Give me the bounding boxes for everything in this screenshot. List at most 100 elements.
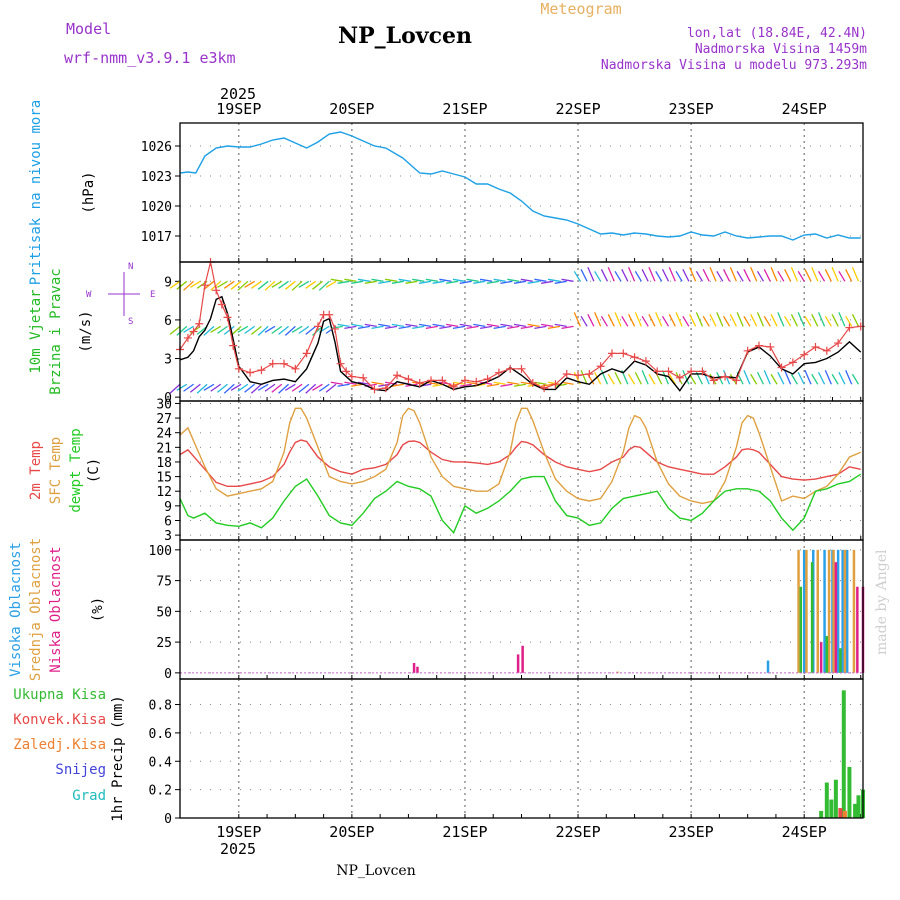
- wind-marker: [596, 362, 605, 371]
- wind-marker: [415, 378, 424, 387]
- wind-barb: [838, 371, 846, 385]
- wind-barb: [729, 314, 737, 327]
- wind-marker: [483, 375, 492, 384]
- bottom-day-label: 23SEP: [669, 823, 714, 841]
- wind-barb: [251, 325, 262, 335]
- wind-barb: [628, 373, 636, 385]
- wind-barb: [364, 323, 377, 327]
- panel-frame: [179, 678, 864, 819]
- wind-barb: [391, 323, 405, 327]
- wind-barb: [561, 325, 574, 329]
- wind-barb: [330, 278, 343, 282]
- wind-marker: [257, 366, 266, 375]
- wind-barb: [689, 267, 697, 282]
- wind-barb: [682, 316, 690, 327]
- wind-barb: [750, 373, 758, 385]
- wind-barb: [743, 316, 751, 327]
- wind-barb: [493, 325, 506, 329]
- wind-barb: [824, 269, 832, 282]
- wind-barb: [541, 280, 554, 284]
- wind-barb: [486, 323, 499, 327]
- wind-barb: [244, 325, 256, 334]
- wind-barb: [169, 280, 181, 289]
- wind-barb: [594, 270, 602, 282]
- wind-barb: [648, 314, 656, 327]
- y-axis-label: 1hr Precip (mm): [110, 695, 126, 821]
- bottom-day-label: 20SEP: [329, 823, 374, 841]
- y-tick-label: 0.2: [149, 784, 172, 799]
- wind-barb: [371, 278, 384, 282]
- wind-barb: [797, 371, 805, 385]
- wind-marker: [721, 372, 730, 381]
- wind-barb: [702, 316, 710, 327]
- bar: [827, 549, 831, 673]
- wind-barb: [244, 280, 255, 288]
- wind-barb: [534, 325, 547, 329]
- wind-barb: [534, 278, 547, 282]
- top-day-label: 22SEP: [555, 100, 600, 118]
- wind-barb: [723, 316, 731, 327]
- wind-marker: [743, 346, 752, 355]
- wind-barb: [682, 269, 690, 282]
- wind-barb: [330, 381, 343, 385]
- wind-barb: [169, 383, 181, 394]
- wind-barb: [493, 278, 506, 282]
- wind-barb: [312, 325, 323, 336]
- bar: [810, 562, 814, 673]
- y-axis-unit: (C): [86, 458, 102, 483]
- bar: [516, 654, 520, 673]
- wind-barb: [176, 325, 188, 336]
- wind-barb: [452, 278, 466, 282]
- y-tick-label: 12: [156, 485, 172, 500]
- wind-barb: [661, 269, 670, 282]
- wind-barb: [750, 314, 758, 327]
- wind-barb: [230, 383, 242, 391]
- y-tick-label: 25: [156, 636, 172, 651]
- wind-barb: [520, 381, 533, 385]
- wind-barb: [176, 280, 188, 290]
- compass-e: E: [150, 290, 155, 300]
- y-axis-label: 2m Temp: [28, 441, 44, 500]
- footer-station: NP_Lovcen: [336, 863, 415, 879]
- bar: [829, 799, 834, 818]
- wind-barb: [432, 280, 445, 284]
- y-tick-label: 0.4: [149, 755, 173, 770]
- panel-frame: [179, 400, 864, 541]
- wind-barb: [573, 270, 581, 282]
- wind-barb: [183, 325, 194, 333]
- wind-marker: [460, 376, 469, 385]
- wind-barb: [851, 267, 860, 282]
- wind-barb: [634, 312, 642, 327]
- wind-barb: [250, 383, 262, 394]
- wind-marker: [788, 358, 797, 367]
- wind-barb: [756, 371, 765, 385]
- wind-barb: [344, 278, 357, 282]
- y-axis-label: Pritisak na nivou mora: [28, 100, 44, 285]
- wind-marker: [330, 324, 339, 333]
- wind-barb: [486, 280, 499, 284]
- precip-legend-item: Grad: [72, 788, 106, 804]
- wind-marker: [229, 341, 238, 350]
- wind-barb: [784, 370, 792, 385]
- wind-barb: [675, 312, 683, 327]
- wind-barb: [513, 323, 527, 327]
- wind-barb: [520, 278, 533, 282]
- wind-barb: [541, 383, 554, 387]
- wind-barb: [364, 280, 377, 284]
- compass-s: S: [128, 317, 133, 327]
- wind-barb: [385, 325, 398, 329]
- wind-barb: [305, 325, 317, 335]
- wind-barb: [479, 381, 493, 385]
- wind-barb: [709, 267, 717, 282]
- top-year-label: 2025: [220, 85, 256, 103]
- wind-barb: [661, 370, 670, 385]
- wind-barb: [446, 383, 459, 387]
- wind-barb: [325, 383, 337, 393]
- wind-marker: [709, 376, 718, 385]
- wind-barb: [527, 280, 540, 284]
- bottom-day-label: 24SEP: [782, 823, 827, 841]
- wind-barb: [817, 371, 826, 385]
- bottom-day-label: 19SEP: [216, 823, 261, 841]
- y-axis-label: Brzina i Pravac: [48, 268, 64, 394]
- y-axis-label: Srednja Oblacnost: [28, 538, 44, 681]
